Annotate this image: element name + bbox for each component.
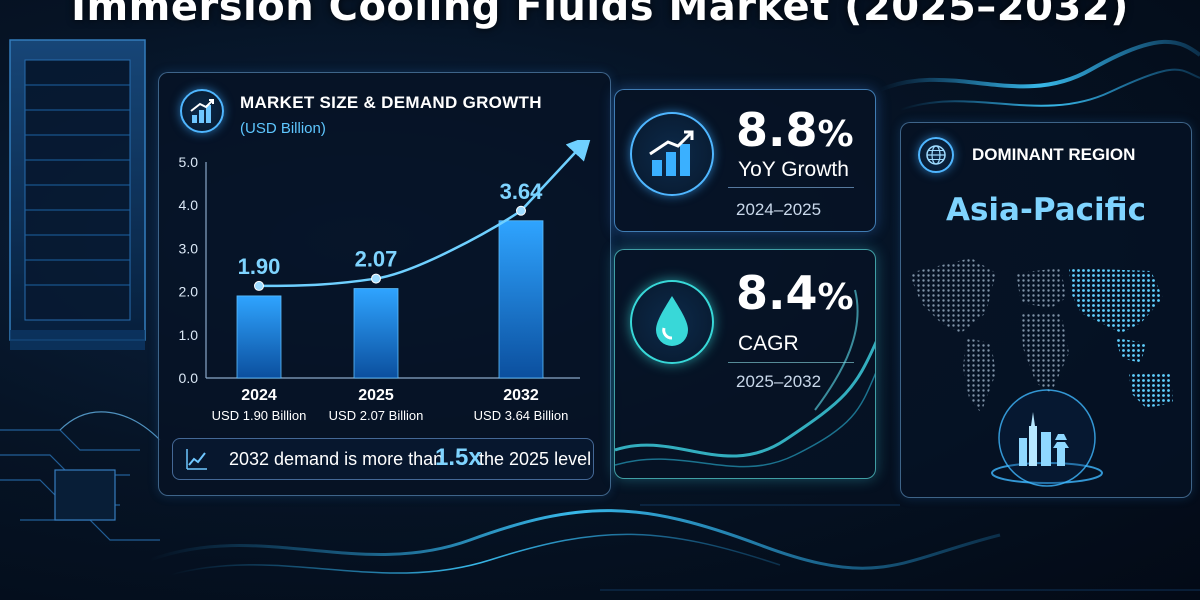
- category-sublabel-2024: USD 1.90 Billion: [212, 408, 307, 423]
- data-label-2024: 1.90: [238, 254, 281, 279]
- y-tick-label: 2.0: [179, 284, 199, 300]
- data-label-2032: 3.64: [500, 179, 544, 204]
- category-sublabel-2025: USD 2.07 Billion: [329, 408, 424, 423]
- growth-note-box: 2032 demand is more than 1.5x the 2025 l…: [172, 438, 594, 480]
- trend-point-2025: [371, 273, 381, 284]
- region-name: Asia-Pacific: [945, 192, 1147, 228]
- data-label-2025: 2.07: [355, 247, 398, 272]
- cagr-period: 2025–2032: [736, 372, 822, 391]
- category-label-2025: 2025: [358, 387, 394, 404]
- yoy-label: YoY Growth: [738, 158, 849, 181]
- line-chart-icon: [185, 447, 209, 471]
- bar-chart-growth-icon: [180, 89, 224, 133]
- bar-2024: [236, 295, 282, 379]
- bar-2025: [353, 288, 399, 379]
- yoy-number: 8.8: [736, 103, 818, 157]
- note-prefix: 2032 demand is more than: [229, 449, 444, 469]
- dominant-region-panel: [900, 122, 1192, 498]
- yoy-period: 2024–2025: [736, 200, 822, 219]
- yoy-growth-panel: [614, 89, 876, 232]
- yoy-percent-sign: %: [817, 114, 854, 155]
- category-label-2024: 2024: [241, 387, 277, 404]
- water-wave-top: [879, 39, 1200, 92]
- category-sublabel-2032: USD 3.64 Billion: [474, 408, 569, 423]
- note-highlight: 1.5x: [435, 444, 482, 471]
- category-label-2032: 2032: [503, 387, 539, 404]
- trend-line: [258, 140, 592, 288]
- y-tick-label: 5.0: [179, 154, 199, 170]
- water-drop-icon: [630, 280, 714, 364]
- cagr-label: CAGR: [738, 332, 799, 355]
- asian-city-skyline-icon: [1011, 408, 1083, 468]
- market-panel-heading: MARKET SIZE & DEMAND GROWTH: [240, 93, 542, 112]
- bar-2032: [498, 220, 544, 379]
- note-suffix: the 2025 level: [479, 449, 592, 469]
- circuit-board-illustration: [0, 411, 161, 541]
- market-bar-chart: 0.0 1.0 2.0 3.0 4.0 5.0 1.90 2024 USD 1.90 Billi…: [179, 140, 592, 423]
- region-heading: DOMINANT REGION: [972, 145, 1136, 164]
- trend-point-2024: [254, 280, 264, 291]
- y-tick-label: 0.0: [179, 370, 199, 386]
- cagr-number: 8.4: [736, 266, 818, 320]
- cagr-divider: [728, 362, 854, 363]
- growth-bars-arrow-icon: [630, 112, 714, 196]
- y-tick-label: 1.0: [179, 327, 199, 343]
- market-panel-unit: (USD Billion): [240, 120, 326, 137]
- cagr-percent-sign: %: [817, 277, 854, 318]
- world-map-illustration: [909, 258, 1173, 487]
- y-tick-label: 3.0: [179, 240, 199, 256]
- water-splash-decoration: [615, 289, 875, 468]
- page-title: Immersion Cooling Fluids Market (2025–20…: [71, 0, 1129, 30]
- water-wave-bottom: [149, 509, 1001, 570]
- globe-icon: [918, 137, 954, 173]
- trend-point-2032: [516, 205, 526, 216]
- yoy-value: 8.8%: [736, 103, 854, 157]
- yoy-divider: [728, 187, 854, 188]
- y-tick-label: 4.0: [179, 197, 199, 213]
- server-rack-illustration: [9, 39, 146, 350]
- cagr-value: 8.4%: [736, 266, 854, 320]
